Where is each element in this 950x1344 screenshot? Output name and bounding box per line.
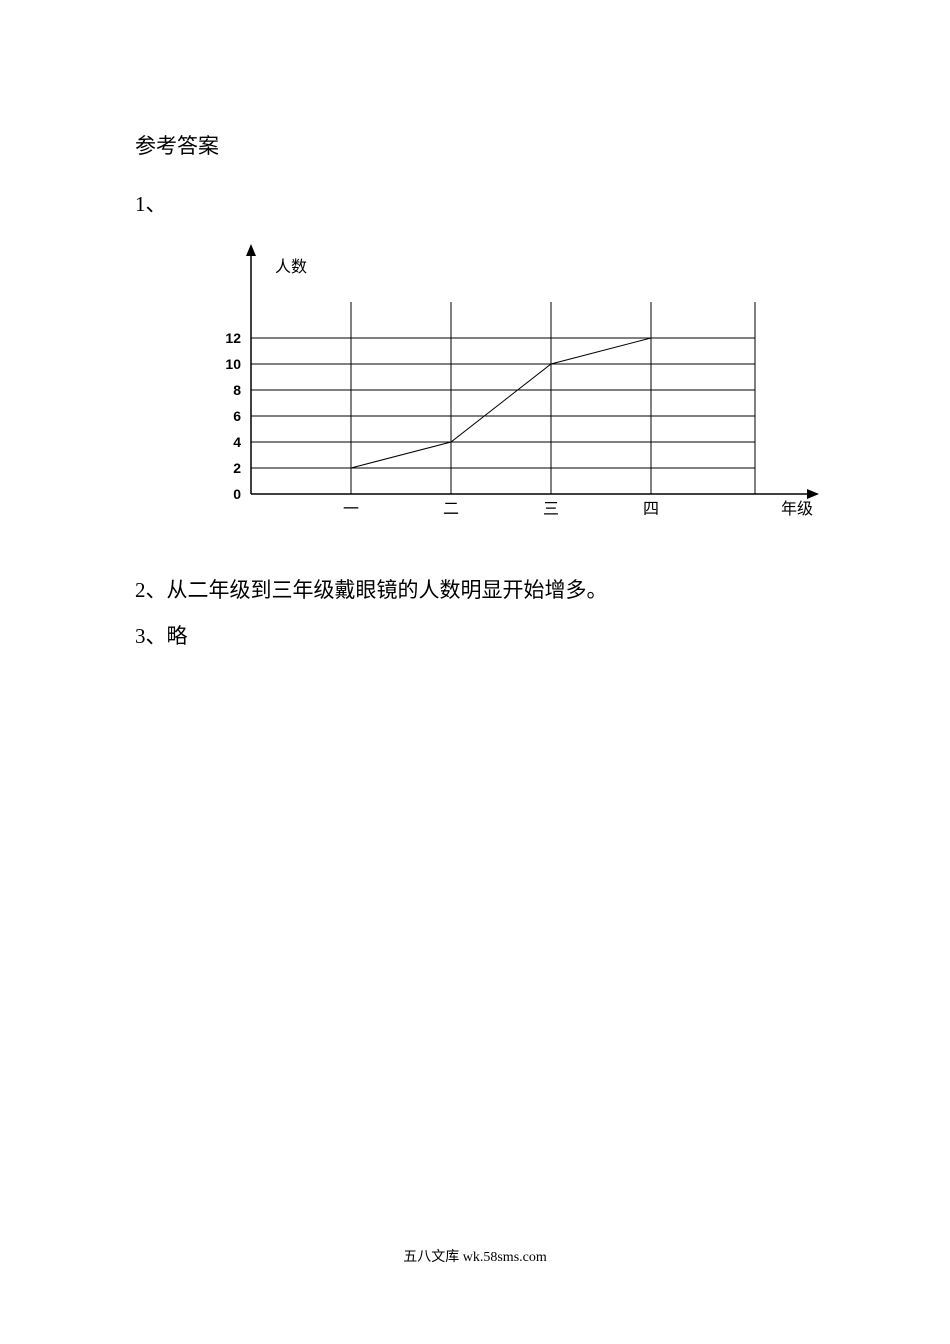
page-heading: 参考答案 — [135, 130, 815, 160]
question-1-label: 1、 — [135, 188, 815, 218]
svg-text:二: 二 — [443, 501, 459, 518]
page-footer: 五八文库 wk.58sms.com — [0, 1246, 950, 1266]
question-2-text: 2、从二年级到三年级戴眼镜的人数明显开始增多。 — [135, 574, 815, 604]
svg-text:三: 三 — [543, 501, 559, 518]
svg-text:12: 12 — [225, 330, 241, 346]
svg-text:6: 6 — [233, 408, 241, 424]
svg-text:4: 4 — [233, 434, 241, 450]
svg-text:2: 2 — [233, 460, 241, 476]
answer-chart: 0 2 4 6 8 10 12 人数一 二 三 四 年级 — [195, 234, 835, 532]
question-3-text: 3、略 — [135, 620, 815, 650]
svg-text:8: 8 — [233, 382, 241, 398]
svg-text:四: 四 — [643, 501, 659, 518]
svg-text:人数: 人数 — [275, 258, 307, 276]
line-chart-svg: 0 2 4 6 8 10 12 人数一 二 三 四 年级 — [195, 234, 835, 532]
svg-text:年级: 年级 — [781, 500, 813, 518]
svg-text:10: 10 — [225, 356, 241, 372]
svg-text:0: 0 — [233, 486, 241, 502]
svg-text:一: 一 — [343, 501, 359, 518]
